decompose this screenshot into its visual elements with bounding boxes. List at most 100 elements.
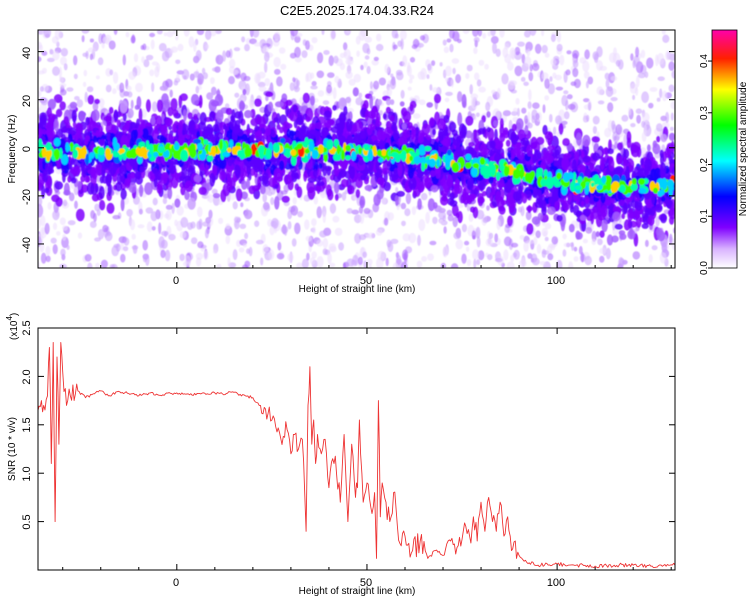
spectrogram-blob xyxy=(133,129,139,139)
spectrogram-blob xyxy=(623,219,631,231)
spectrogram-blob xyxy=(279,126,284,134)
spectrogram-blob xyxy=(629,83,638,94)
spectrogram-blob xyxy=(150,116,155,125)
spectrogram-blob xyxy=(133,163,138,173)
spectrogram-blob xyxy=(426,74,430,79)
spectrogram-blob xyxy=(258,116,266,129)
spectrogram-blob xyxy=(62,225,68,231)
spectrogram-blob xyxy=(244,209,253,220)
spectrogram-blob xyxy=(66,87,74,92)
spectrogram-blob xyxy=(503,127,509,135)
spectrogram-blob xyxy=(78,110,86,122)
spectrogram-blob xyxy=(340,178,349,188)
spectrogram-blob xyxy=(63,63,68,71)
spectrogram-blob xyxy=(665,198,673,209)
spectrogram-blob xyxy=(503,236,512,247)
spectrogram-blob xyxy=(474,72,480,81)
spectrogram-blob xyxy=(461,253,467,264)
spectrogram-blob xyxy=(193,113,198,120)
spectrogram-blob xyxy=(397,40,403,47)
spectrogram-blob xyxy=(209,172,215,187)
spectrogram-blob xyxy=(327,72,335,78)
spectrogram-blob xyxy=(126,85,132,92)
spectrogram-blob xyxy=(671,70,675,79)
spectrogram-blob xyxy=(311,218,317,227)
spectrogram-blob xyxy=(234,220,240,230)
spectrogram-blob xyxy=(420,192,428,201)
spectrogram-blob xyxy=(334,227,343,236)
spectrogram-blob xyxy=(596,198,601,212)
spectrogram-blob xyxy=(295,117,304,126)
spectrogram-blob xyxy=(87,169,97,175)
spectrogram-blob xyxy=(524,30,531,38)
spectrogram-blob xyxy=(145,54,154,61)
spectrogram-blob xyxy=(608,139,612,151)
spectrogram-blob xyxy=(600,205,608,218)
spectrogram-blob xyxy=(103,115,112,122)
spectrogram-blob xyxy=(311,81,317,86)
spectrogram-blob xyxy=(288,111,298,122)
spectrogram-blob xyxy=(606,234,614,246)
spectrogram-blob xyxy=(159,85,168,91)
spectrogram-blob xyxy=(465,246,470,252)
spectrogram-blob xyxy=(576,132,582,146)
spectrogram-blob xyxy=(239,223,247,229)
spectrogram-blob xyxy=(316,206,322,219)
spectrogram-blob xyxy=(145,99,151,113)
spectrogram-blob xyxy=(632,210,641,219)
spectrogram-blob xyxy=(556,259,563,268)
spectrogram-blob xyxy=(562,200,571,211)
spectrogram-blob xyxy=(120,197,125,212)
spectrogram-blob xyxy=(310,72,315,79)
spectrogram-blob xyxy=(660,115,667,122)
spectrogram-blob xyxy=(618,199,626,207)
spectrogram-blob xyxy=(401,107,408,117)
spectrogram-blob xyxy=(156,183,163,194)
spectrogram-blob xyxy=(204,228,209,239)
spectrogram-blob xyxy=(392,129,400,139)
spectrogram-blob xyxy=(161,239,168,249)
spectrogram-blob xyxy=(208,209,213,219)
spectrogram-blob xyxy=(544,52,550,58)
spectrogram-blob xyxy=(212,193,221,199)
spectrogram-blob xyxy=(462,30,470,35)
spectrogram-blob xyxy=(153,176,158,188)
spectrogram-blob xyxy=(212,249,218,254)
spectrogram-blob xyxy=(205,217,212,224)
spectrogram-blob xyxy=(153,125,158,134)
spectrogram-blob xyxy=(574,151,580,161)
spectrogram-blob xyxy=(366,124,373,136)
spectrogram-blob xyxy=(554,201,561,212)
spectrogram-blob xyxy=(305,40,310,50)
spectrogram-blob xyxy=(262,202,270,211)
spectrogram-blob xyxy=(550,34,556,43)
spectrogram-blob xyxy=(346,258,355,267)
spectrogram-blob xyxy=(368,232,375,239)
spectrogram-blob xyxy=(286,128,292,138)
spectrogram-blob xyxy=(268,177,277,188)
spectrogram-blob xyxy=(314,122,323,130)
spectrogram-blob xyxy=(536,192,543,202)
spectrogram-blob xyxy=(225,50,231,58)
spectrogram-blob xyxy=(386,98,391,106)
spectrogram-blob xyxy=(587,76,594,85)
spectrogram-blob xyxy=(343,42,348,51)
spectrogram-blob xyxy=(656,97,661,102)
spectrogram-blob xyxy=(438,219,445,224)
spectrogram-blob xyxy=(418,184,425,191)
spectrogram-blob xyxy=(336,123,342,132)
spectrogram-blob xyxy=(561,156,570,171)
spectrogram-blob xyxy=(359,211,365,224)
spectrogram-blob xyxy=(179,231,187,239)
spectrogram-blob xyxy=(74,96,80,101)
spectrogram-blob xyxy=(608,52,617,63)
spectrogram-blob xyxy=(175,59,181,65)
spectrogram-blob xyxy=(238,247,245,253)
spectrogram-blob xyxy=(599,247,607,254)
spectrogram-blob xyxy=(190,221,196,229)
spectrogram-blob xyxy=(225,103,230,109)
spectrogram-blob xyxy=(174,198,181,208)
spectrogram-blob xyxy=(504,43,510,50)
spectrogram-blob xyxy=(447,214,454,222)
spectrogram-blob xyxy=(518,185,523,196)
